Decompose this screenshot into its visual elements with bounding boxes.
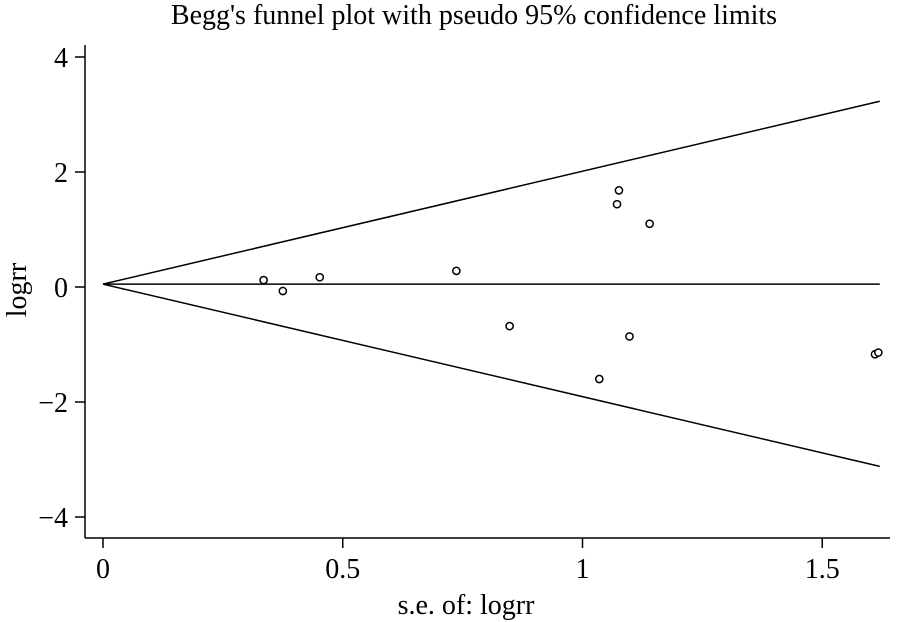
x-tick-label: 1 <box>576 554 590 585</box>
funnel-lines <box>102 100 880 468</box>
tick-marks: 0 0.5 1 1.5 4 2 0 −2 −4 <box>38 43 840 585</box>
y-tick-label: −4 <box>38 503 68 534</box>
y-tick-label: −2 <box>38 388 68 419</box>
y-tick-label: 0 <box>54 273 68 304</box>
study-point <box>452 266 461 276</box>
study-point <box>315 272 325 282</box>
chart-title: Begg's funnel plot with pseudo 95% confi… <box>171 0 777 31</box>
upper-confidence-limit-line <box>102 100 880 285</box>
study-point <box>594 374 604 384</box>
study-point <box>278 286 288 296</box>
x-tick-label: 0 <box>96 554 110 585</box>
lower-confidence-limit-line <box>102 283 880 468</box>
study-point <box>612 199 622 209</box>
study-point <box>259 275 268 285</box>
study-point <box>645 219 654 229</box>
x-axis-label: s.e. of: logrr <box>398 590 536 621</box>
x-tick-label: 0.5 <box>325 554 360 585</box>
study-point <box>505 321 514 331</box>
y-axis-label: logrr <box>2 262 33 317</box>
study-point <box>614 186 624 195</box>
data-points <box>259 186 883 384</box>
study-point <box>874 348 883 357</box>
study-point <box>625 332 634 341</box>
y-tick-label: 2 <box>54 158 68 189</box>
y-tick-label: 4 <box>54 43 68 74</box>
axes <box>84 45 890 539</box>
x-tick-label: 1.5 <box>805 554 840 585</box>
